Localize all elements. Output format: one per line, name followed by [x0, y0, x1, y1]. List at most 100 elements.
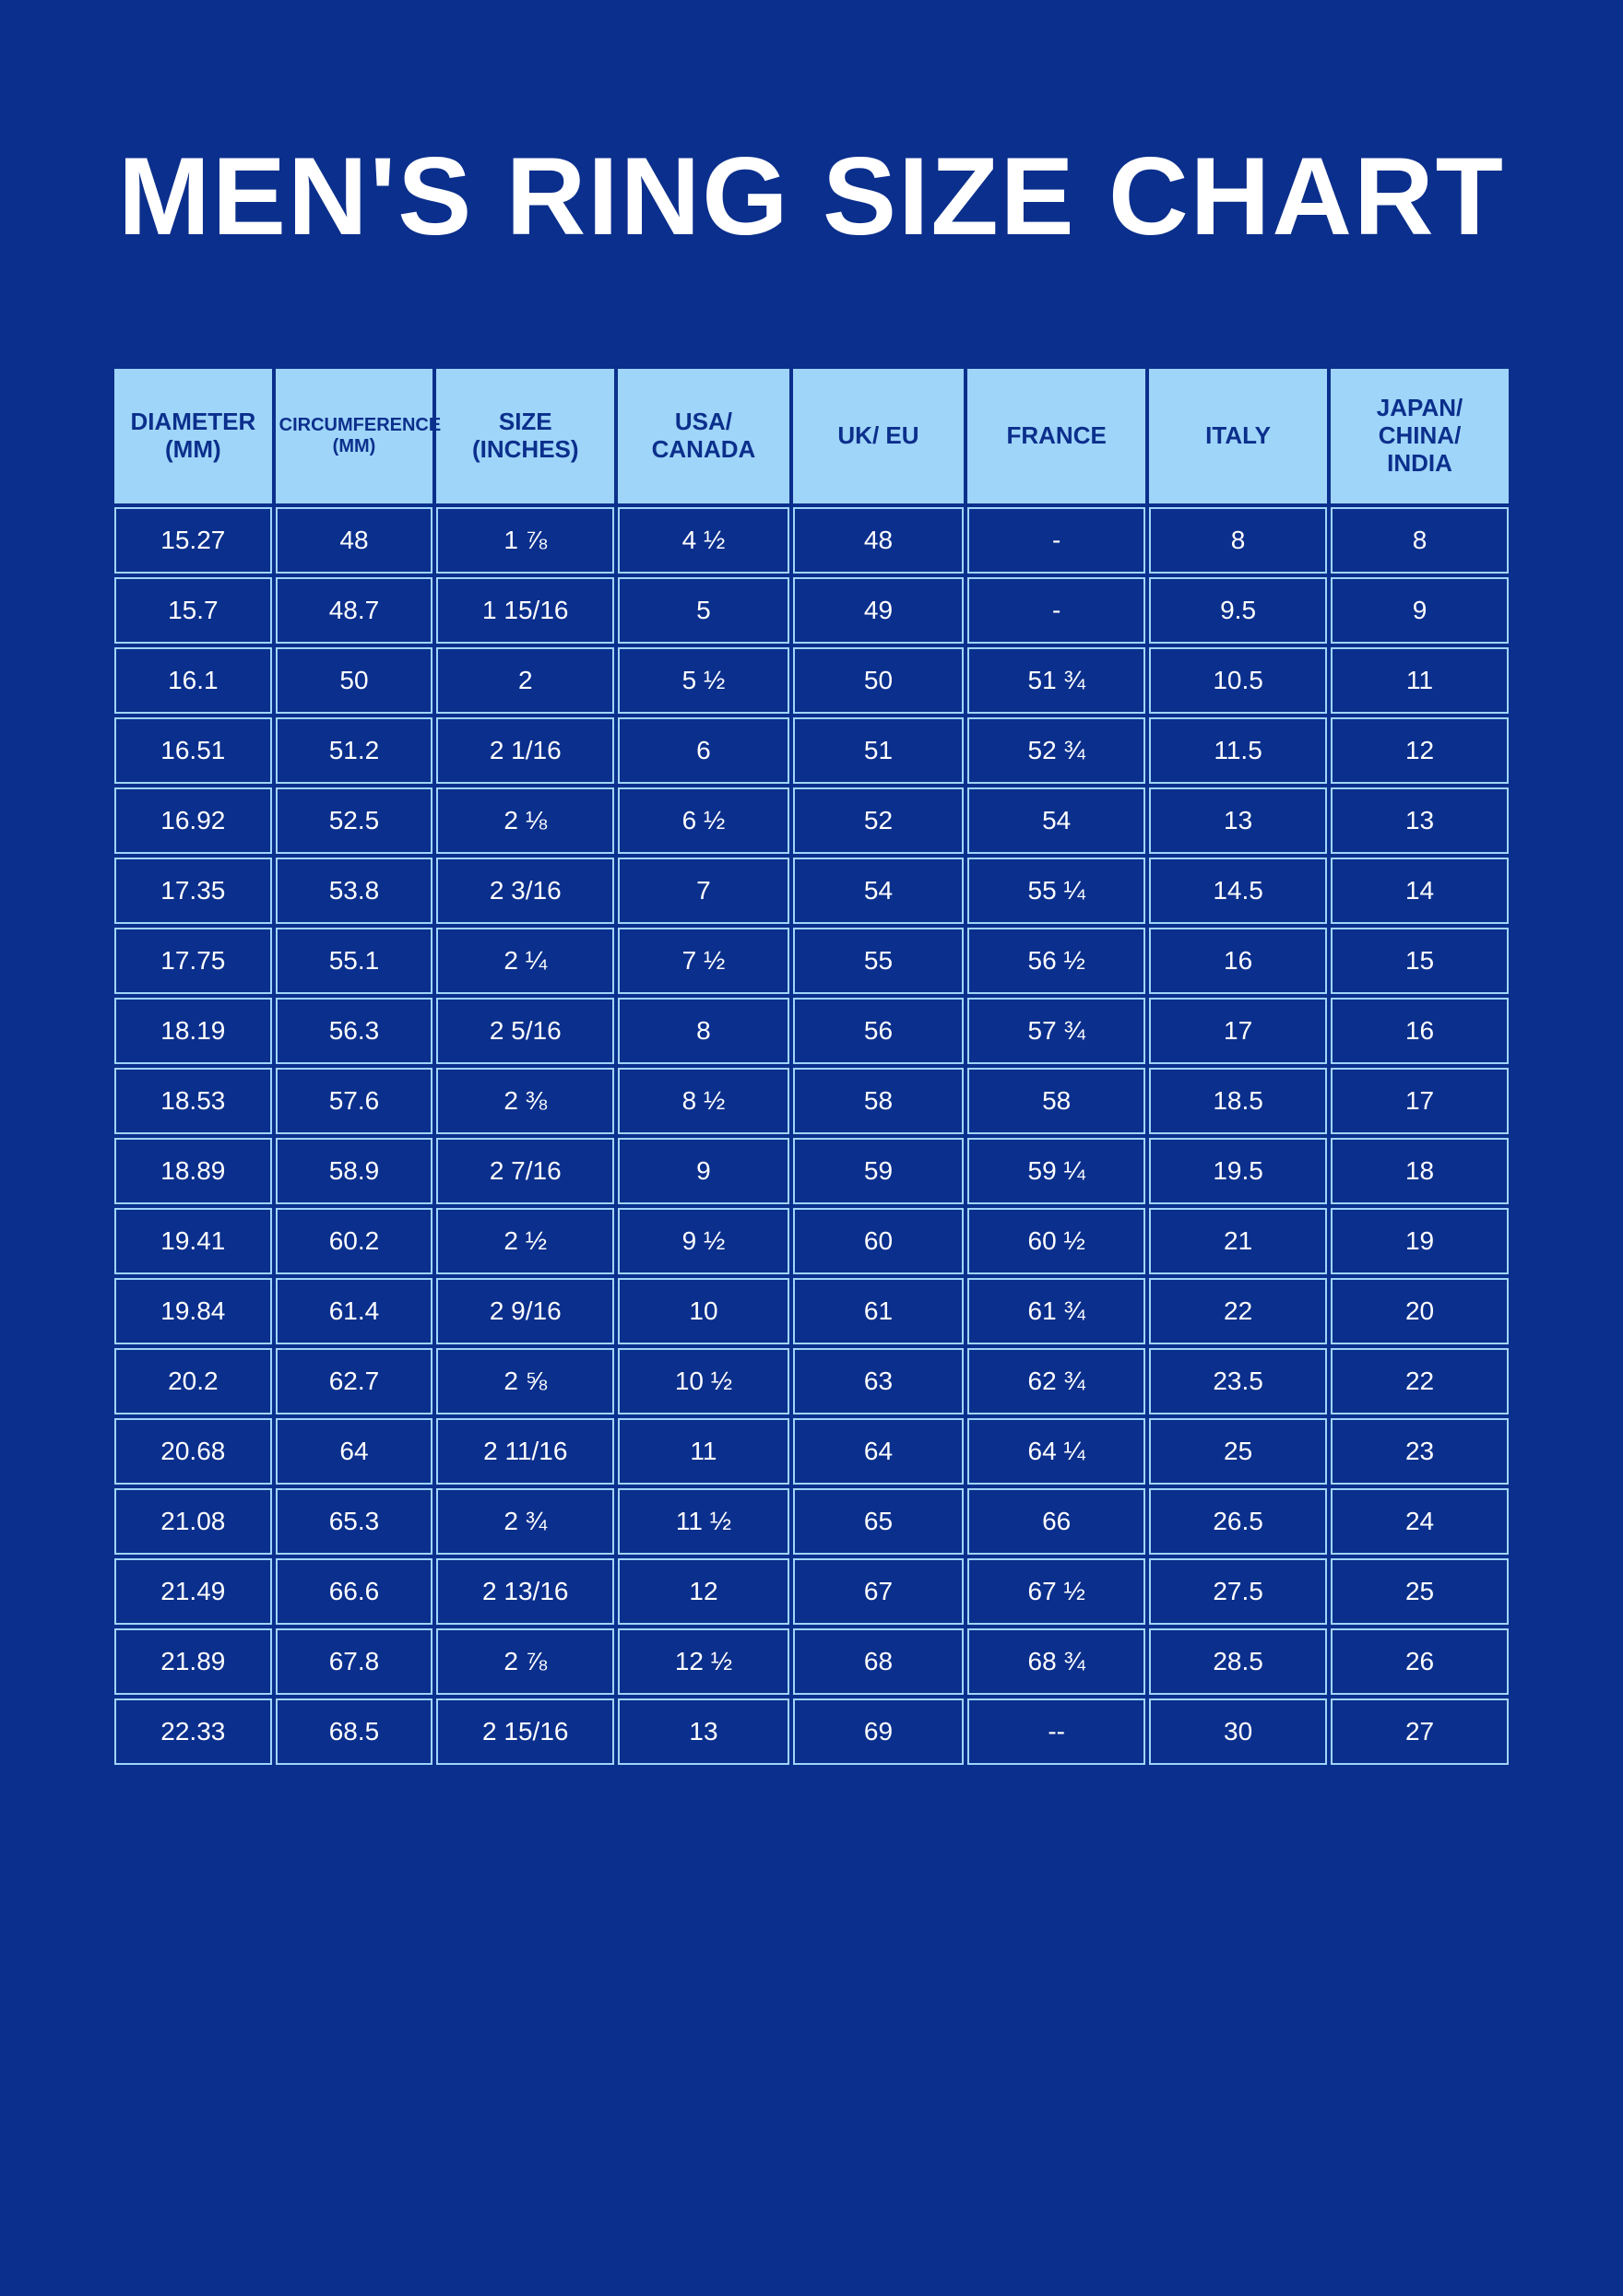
table-cell: 56.3	[276, 998, 433, 1064]
table-row: 21.0865.32 ¾11 ½656626.524	[114, 1488, 1509, 1555]
table-cell: 19.84	[114, 1278, 272, 1344]
table-cell: 51	[793, 717, 965, 784]
table-cell: 16.51	[114, 717, 272, 784]
table-cell: 54	[967, 787, 1145, 854]
table-cell: 26.5	[1149, 1488, 1327, 1555]
table-cell: 13	[1331, 787, 1509, 854]
table-cell: 55 ¼	[967, 858, 1145, 924]
table-cell: 65	[793, 1488, 965, 1555]
table-cell: 51.2	[276, 717, 433, 784]
table-cell: 11	[618, 1418, 789, 1485]
table-cell: 28.5	[1149, 1628, 1327, 1695]
table-cell: 52 ¾	[967, 717, 1145, 784]
column-header: JAPAN/CHINA/INDIA	[1331, 369, 1509, 503]
table-cell: 13	[618, 1698, 789, 1765]
table-cell: -	[967, 577, 1145, 644]
table-row: 18.5357.62 ⅜8 ½585818.517	[114, 1068, 1509, 1134]
table-row: 15.27481 ⅞4 ½48-88	[114, 507, 1509, 574]
table-cell: 48.7	[276, 577, 433, 644]
table-row: 15.748.71 15/16549-9.59	[114, 577, 1509, 644]
table-cell: 56	[793, 998, 965, 1064]
table-cell: 22.33	[114, 1698, 272, 1765]
table-row: 19.8461.42 9/16106161 ¾2220	[114, 1278, 1509, 1344]
table-cell: 13	[1149, 787, 1327, 854]
table-cell: 17	[1149, 998, 1327, 1064]
table-cell: 19	[1331, 1208, 1509, 1274]
page-title: MEN'S RING SIZE CHART	[111, 138, 1512, 254]
table-cell: 55	[793, 928, 965, 994]
table-cell: 66	[967, 1488, 1145, 1555]
table-row: 21.8967.82 ⅞12 ½6868 ¾28.526	[114, 1628, 1509, 1695]
table-cell: 20.68	[114, 1418, 272, 1485]
table-cell: 17	[1331, 1068, 1509, 1134]
table-cell: 1 ⅞	[436, 507, 614, 574]
table-cell: 2 11/16	[436, 1418, 614, 1485]
table-cell: 2 ⅛	[436, 787, 614, 854]
table-row: 18.1956.32 5/1685657 ¾1716	[114, 998, 1509, 1064]
table-row: 21.4966.62 13/16126767 ½27.525	[114, 1558, 1509, 1625]
table-cell: 20.2	[114, 1348, 272, 1414]
table-cell: 18	[1331, 1138, 1509, 1204]
table-cell: 64 ¼	[967, 1418, 1145, 1485]
table-cell: 2 ¾	[436, 1488, 614, 1555]
table-cell: 62 ¾	[967, 1348, 1145, 1414]
table-cell: 21	[1149, 1208, 1327, 1274]
table-cell: 58.9	[276, 1138, 433, 1204]
table-cell: 8	[618, 998, 789, 1064]
table-cell: 14	[1331, 858, 1509, 924]
table-cell: 56 ½	[967, 928, 1145, 994]
table-cell: 16	[1149, 928, 1327, 994]
column-header: UK/ EU	[793, 369, 965, 503]
table-cell: 9 ½	[618, 1208, 789, 1274]
table-cell: 2	[436, 647, 614, 714]
table-cell: 60	[793, 1208, 965, 1274]
table-cell: 27	[1331, 1698, 1509, 1765]
table-cell: 9.5	[1149, 577, 1327, 644]
table-cell: 4 ½	[618, 507, 789, 574]
table-cell: 11.5	[1149, 717, 1327, 784]
table-cell: 12	[618, 1558, 789, 1625]
table-cell: 15.7	[114, 577, 272, 644]
table-cell: 66.6	[276, 1558, 433, 1625]
column-header: ITALY	[1149, 369, 1327, 503]
table-cell: 61.4	[276, 1278, 433, 1344]
table-cell: 69	[793, 1698, 965, 1765]
table-cell: 10	[618, 1278, 789, 1344]
table-cell: 64	[276, 1418, 433, 1485]
table-cell: 27.5	[1149, 1558, 1327, 1625]
table-cell: 9	[618, 1138, 789, 1204]
table-cell: 25	[1331, 1558, 1509, 1625]
table-cell: 60 ½	[967, 1208, 1145, 1274]
table-cell: 26	[1331, 1628, 1509, 1695]
table-cell: 19.5	[1149, 1138, 1327, 1204]
table-cell: 22	[1149, 1278, 1327, 1344]
table-cell: 16.1	[114, 647, 272, 714]
table-cell: 61 ¾	[967, 1278, 1145, 1344]
table-cell: 54	[793, 858, 965, 924]
table-cell: 52.5	[276, 787, 433, 854]
table-cell: 10 ½	[618, 1348, 789, 1414]
table-cell: 58	[793, 1068, 965, 1134]
table-cell: 2 9/16	[436, 1278, 614, 1344]
table-row: 17.3553.82 3/1675455 ¼14.514	[114, 858, 1509, 924]
table-cell: 67	[793, 1558, 965, 1625]
table-row: 16.15025 ½5051 ¾10.511	[114, 647, 1509, 714]
table-cell: 25	[1149, 1418, 1327, 1485]
table-cell: 11 ½	[618, 1488, 789, 1555]
table-cell: 2 15/16	[436, 1698, 614, 1765]
table-cell: 12 ½	[618, 1628, 789, 1695]
table-cell: 63	[793, 1348, 965, 1414]
table-cell: 8 ½	[618, 1068, 789, 1134]
table-cell: 50	[276, 647, 433, 714]
table-cell: 58	[967, 1068, 1145, 1134]
table-cell: 2 ⅝	[436, 1348, 614, 1414]
table-cell: 21.49	[114, 1558, 272, 1625]
table-cell: 14.5	[1149, 858, 1327, 924]
table-row: 20.262.72 ⅝10 ½6362 ¾23.522	[114, 1348, 1509, 1414]
table-row: 16.5151.22 1/1665152 ¾11.512	[114, 717, 1509, 784]
table-cell: 2 1/16	[436, 717, 614, 784]
table-cell: 2 7/16	[436, 1138, 614, 1204]
table-cell: 67.8	[276, 1628, 433, 1695]
table-cell: 2 ⅞	[436, 1628, 614, 1695]
table-cell: 48	[276, 507, 433, 574]
